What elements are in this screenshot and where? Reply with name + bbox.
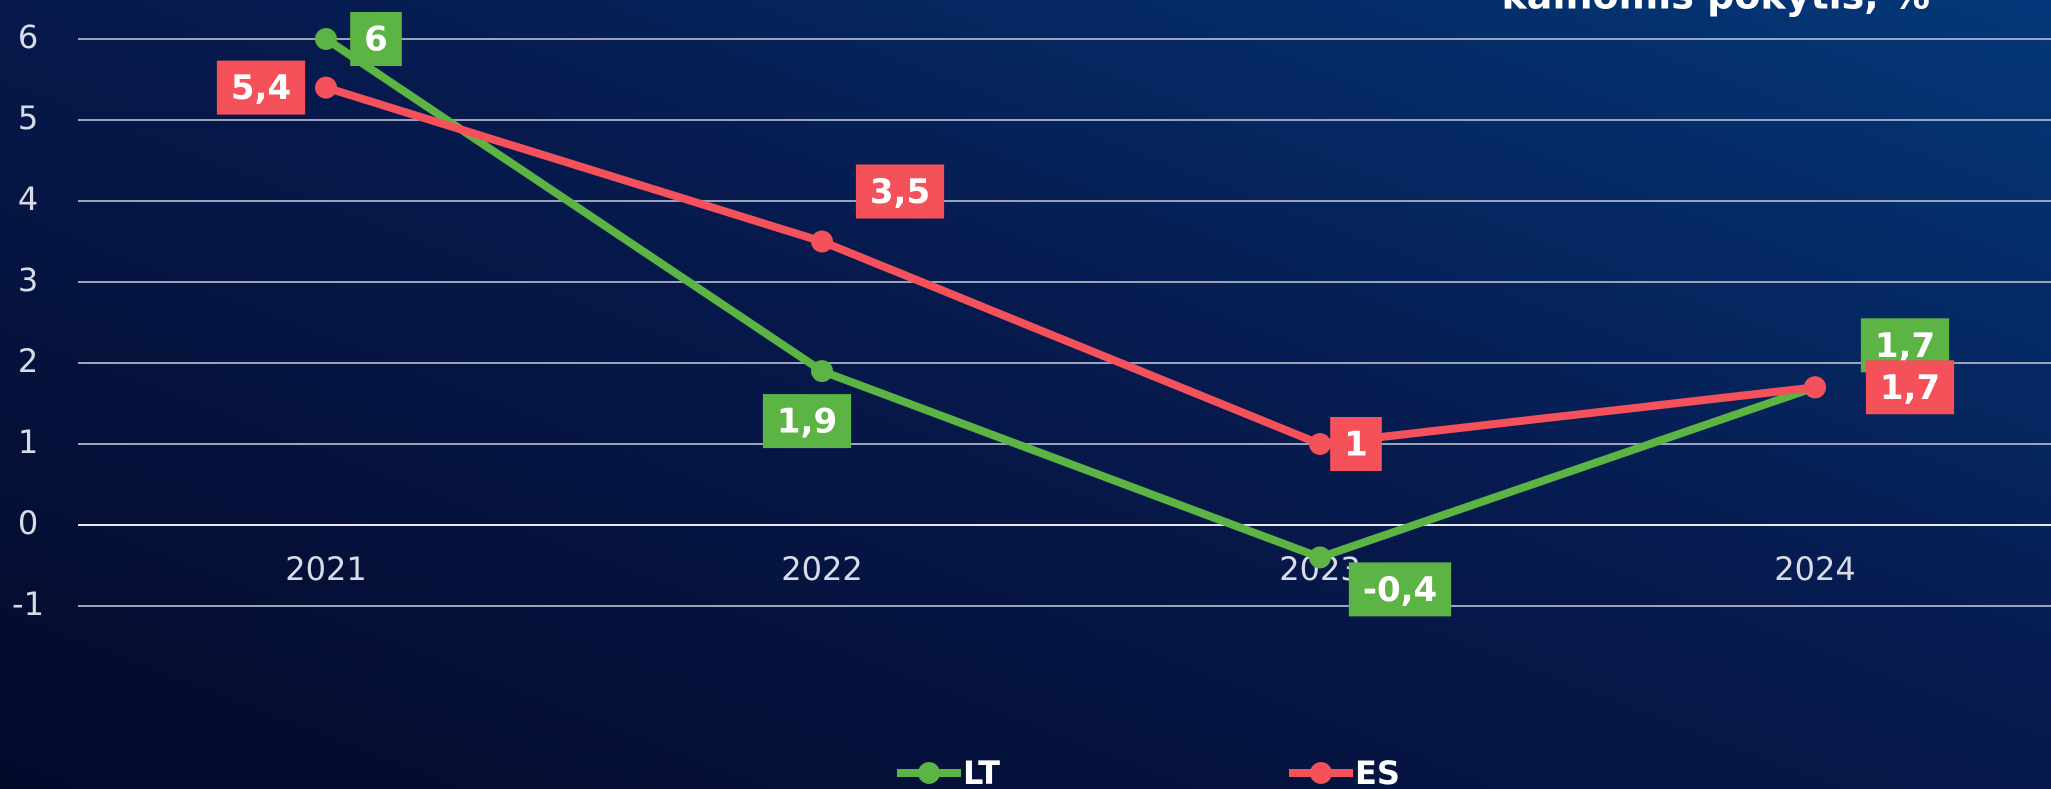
marker <box>1804 376 1826 399</box>
data-label-box <box>350 12 402 66</box>
y-tick-label: -1 <box>12 585 44 623</box>
y-tick-label: 0 <box>18 504 38 542</box>
marker <box>315 76 337 99</box>
data-label-box <box>1330 417 1382 471</box>
line <box>323 35 1817 562</box>
data-label: 1,7 <box>1880 368 1940 408</box>
x-tick-label: 2021 <box>285 550 366 588</box>
data-label-box <box>1348 562 1452 617</box>
y-tick-label: 2 <box>18 342 38 380</box>
data-label-box <box>216 60 306 115</box>
y-tick-label: 1 <box>18 423 38 461</box>
data-label: -0,4 <box>1363 570 1437 610</box>
marker <box>1309 546 1331 569</box>
line <box>324 83 1816 448</box>
marker <box>1309 433 1331 455</box>
legend-label: ES <box>1355 754 1400 789</box>
data-label-box <box>855 164 945 219</box>
data-label-box <box>1865 360 1955 415</box>
legend-label: LT <box>963 754 1000 789</box>
x-tick-label: 2024 <box>1774 550 1855 588</box>
y-tick-label: 6 <box>18 18 38 56</box>
legend-marker <box>1310 762 1332 784</box>
data-label: 1,7 <box>1875 326 1935 366</box>
data-label: 5,4 <box>231 68 291 108</box>
marker <box>811 230 833 253</box>
y-tick-label: 5 <box>18 99 38 137</box>
data-label: 1,9 <box>777 402 837 442</box>
data-label: 3,5 <box>870 172 930 212</box>
data-label: 6 <box>364 20 388 60</box>
marker <box>315 28 337 50</box>
chart-title: kainomis pokytis, % <box>1502 0 1930 18</box>
x-tick-label: 2022 <box>781 550 862 588</box>
y-tick-label: 3 <box>18 261 38 299</box>
data-label-box <box>762 394 852 449</box>
legend-marker <box>918 762 940 784</box>
y-tick-label: 4 <box>18 180 38 218</box>
marker <box>811 360 833 383</box>
data-label: 1 <box>1344 425 1368 465</box>
